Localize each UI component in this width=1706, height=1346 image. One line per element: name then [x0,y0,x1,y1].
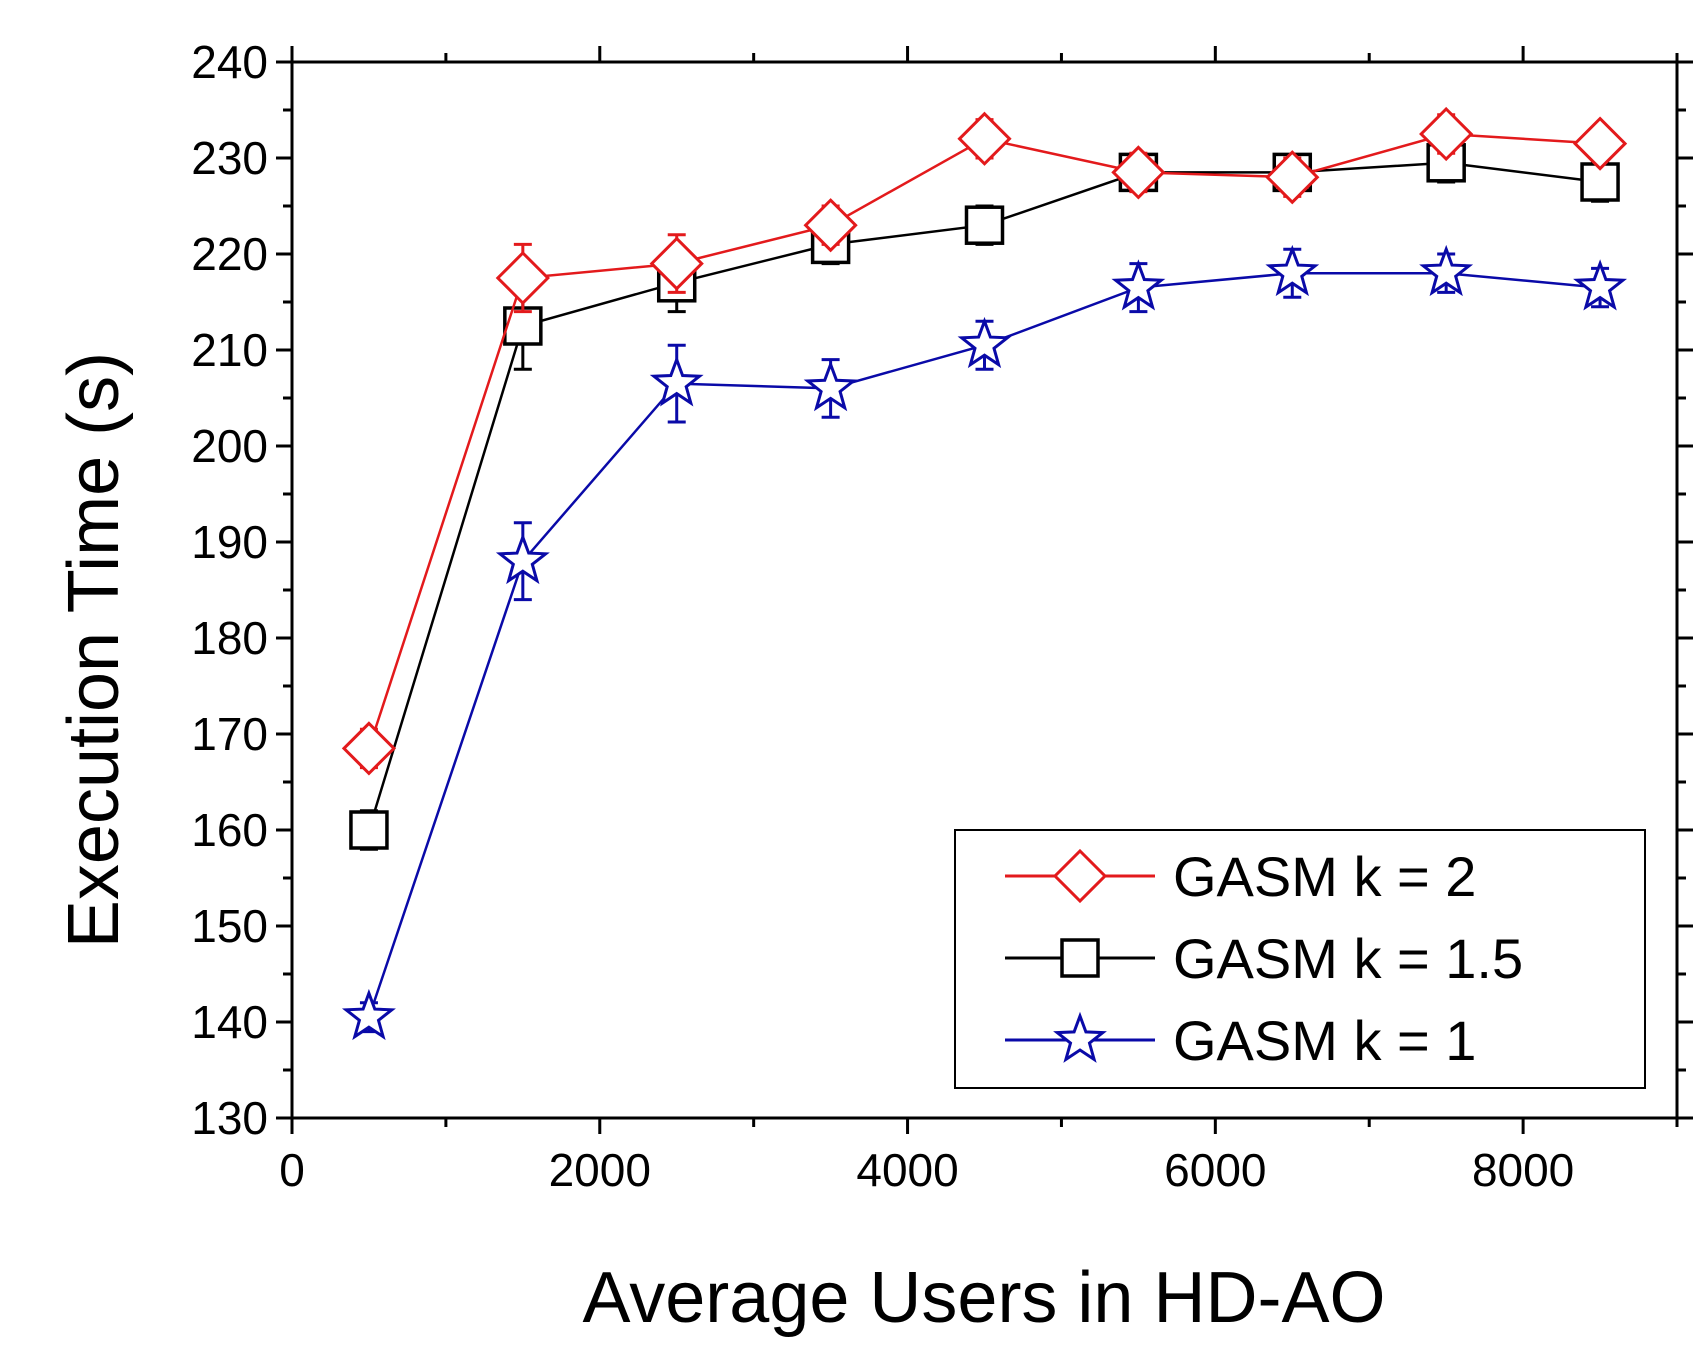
data-point [349,810,389,850]
legend-marker [1052,848,1108,904]
data-point [1419,244,1474,297]
y-axis-title: Execution Time (s) [54,352,134,948]
axes: 0 2000 4000 6000 8000 130 140 150 160 170 180 190 20… [191,36,1693,1196]
y-tick-label: 150 [191,900,268,952]
y-tick-label: 130 [191,1092,268,1144]
plot-marks [341,106,1628,1041]
y-tick-label: 210 [191,324,268,376]
y-tick-label: 170 [191,708,268,760]
data-point [1265,244,1320,297]
y-tick-label: 140 [191,996,268,1048]
x-tick-label: 4000 [856,1144,958,1196]
data-point [957,316,1012,369]
data-point [1265,150,1320,205]
legend-marker [1060,938,1100,978]
data-point [1573,259,1628,311]
legend: GASM k = 2 GASM k = 1.5 GASM k = 1 [954,829,1646,1089]
legend-label: GASM k = 2 [1173,845,1476,908]
legend-label: GASM k = 1 [1173,1009,1476,1072]
data-point [1419,106,1474,162]
x-tick-label: 6000 [1164,1144,1266,1196]
y-tick-label: 240 [191,36,268,88]
data-point [957,111,1012,166]
data-point [803,198,858,253]
series-star [341,244,1628,1041]
x-tick-label: 0 [279,1144,305,1196]
series-square [349,142,1620,851]
legend-item: GASM k = 1 [1005,1009,1476,1072]
series-diamond [341,106,1628,776]
x-tick-label: 8000 [1472,1144,1574,1196]
series-line [367,161,1601,831]
data-point [495,532,550,585]
y-tick-label: 160 [191,804,268,856]
data-point [1111,145,1166,200]
legend-marker [1053,1011,1107,1063]
data-point [649,355,704,407]
y-tick-label: 190 [191,516,268,568]
data-point [1111,259,1166,311]
y-tick-label: 220 [191,228,268,280]
x-axis-title: Average Users in HD-AO [583,1258,1386,1338]
y-tick-label: 180 [191,612,268,664]
data-point [341,988,396,1041]
legend-label: GASM k = 1.5 [1173,927,1523,990]
y-tick-label: 200 [191,420,268,472]
data-point [649,236,704,291]
data-point [964,205,1005,245]
x-tick-label: 2000 [549,1144,651,1196]
data-point [495,250,550,306]
data-point [1572,116,1628,171]
data-point [803,360,858,412]
data-point [341,721,397,776]
legend-item: GASM k = 2 [1005,845,1476,908]
legend-item: GASM k = 1.5 [1005,927,1523,990]
y-tick-label: 230 [191,132,268,184]
